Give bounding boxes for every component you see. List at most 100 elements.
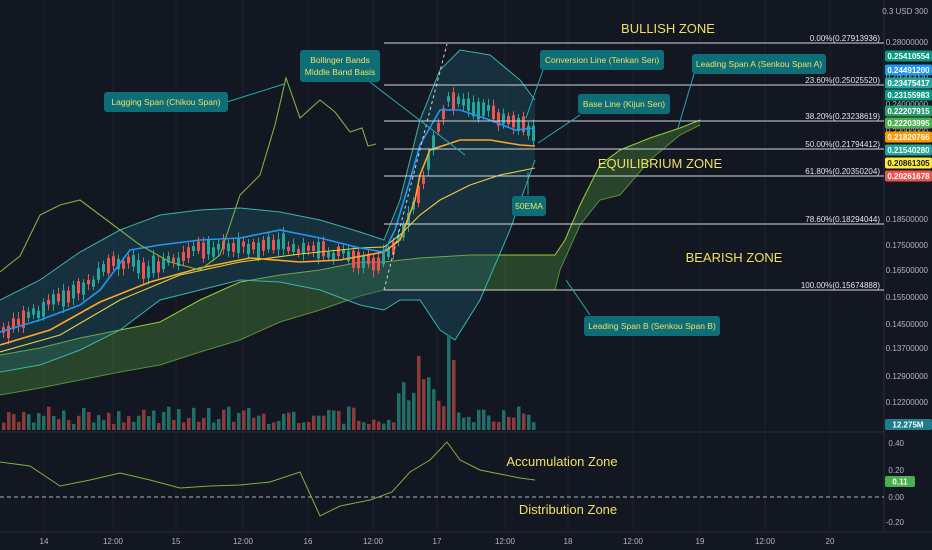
annotation-pointer: [525, 69, 544, 119]
annotation-box: [578, 94, 670, 114]
oscillator-value-tag: [885, 476, 915, 487]
annotation-leading-span-a[interactable]: Leading Span A (Senkou Span A): [677, 54, 826, 129]
annotation-box: [584, 316, 720, 336]
ichimoku-cloud: [0, 120, 700, 395]
time-axis-label: 19: [696, 537, 705, 546]
annotation-leading-a-text: Leading Span A (Senkou Span A): [696, 59, 822, 69]
price-tag-text: 0.24491200: [887, 66, 930, 75]
price-axis-label: 0.15500000: [886, 293, 929, 302]
price-axis-header: 0.3 USD 300: [882, 7, 928, 16]
price-tag-text: 0.22203995: [887, 119, 930, 128]
price-axis-label: 0.12900000: [886, 372, 929, 381]
time-axis-label: 20: [826, 537, 835, 546]
annotation-conversion-line[interactable]: Conversion Line (Tenkan Sen): [525, 50, 664, 119]
annotation-box: [540, 50, 664, 70]
conversion-line-tenkan: [0, 109, 536, 333]
bullish-zone-label: BULLISH ZONE: [621, 21, 715, 36]
annotation-pointer: [565, 279, 591, 316]
time-axis-label: 12:00: [233, 537, 254, 546]
price-axis-label: 0.26000000: [886, 72, 929, 81]
time-axis-label: 14: [40, 537, 49, 546]
price-tag-text: 0.20861305: [887, 159, 930, 168]
oscillator-axis-label: 0.20: [888, 466, 904, 475]
equilibrium-zone-label: EQUILIBRIUM ZONE: [598, 156, 723, 171]
time-axis-label: 12:00: [363, 537, 384, 546]
price-tag: [885, 89, 932, 101]
oscillator-axis-label: 0.40: [888, 439, 904, 448]
fib-level-label: 78.60%(0.18294044): [805, 215, 880, 224]
annotation-pointer: [369, 81, 466, 156]
annotation-pointer: [537, 114, 581, 144]
price-tag-text: 0.23475417: [887, 79, 930, 88]
price-axis-label: 0.12200000: [886, 398, 929, 407]
time-axis-label: 12:00: [623, 537, 644, 546]
price-axis[interactable]: 0.3 USD 300 0.28000000 0.26000000 0.240000…: [882, 7, 932, 430]
price-tag-text: 0.21820766: [887, 133, 930, 142]
price-tag-text: 0.23155983: [887, 91, 930, 100]
fib-level-label: 61.80%(0.20350204): [805, 167, 880, 176]
annotation-lagging-text: Lagging Span (Chikou Span): [111, 97, 220, 107]
annotation-conversion-text: Conversion Line (Tenkan Sen): [545, 55, 660, 65]
price-tag: [885, 170, 932, 182]
price-tag: [885, 64, 932, 76]
price-axis-label: 0.14500000: [886, 320, 929, 329]
leading-span-a-line: [0, 119, 701, 356]
fib-level-label: 23.60%(0.25025520): [805, 76, 880, 85]
price-axis-label: 0.24000000: [886, 100, 929, 109]
bollinger-upper-line: [0, 49, 536, 301]
price-tag: [885, 117, 932, 129]
bearish-zone-label: BEARISH ZONE: [686, 250, 783, 265]
fib-level-label: 38.20%(0.23238619): [805, 112, 880, 121]
price-tag: [885, 50, 932, 62]
price-tag-text: 0.21540280: [887, 146, 930, 155]
price-tag-text: 0.20261678: [887, 172, 930, 181]
time-axis-label: 18: [564, 537, 573, 546]
price-tag-text: 0.22207915: [887, 107, 930, 116]
fib-level-label: 100.00%(0.15674888): [801, 281, 881, 290]
annotation-50ema[interactable]: 50EMA: [512, 172, 546, 216]
annotation-leading-b-text: Leading Span B (Senkou Span B): [588, 321, 716, 331]
time-axis-label: 12:00: [495, 537, 516, 546]
annotation-box: [300, 50, 380, 82]
oscillator-axis-label: -0.20: [886, 518, 905, 527]
bollinger-lower-line: [0, 159, 536, 373]
time-axis[interactable]: 14 12:00 15 12:00 16 12:00 17 12:00 18 12:00 19 12:…: [40, 537, 835, 546]
price-tag: [885, 144, 932, 156]
distribution-zone-label: Distribution Zone: [519, 502, 617, 517]
oscillator-line: [0, 441, 536, 517]
time-axis-label: 16: [304, 537, 313, 546]
annotation-leading-span-b[interactable]: Leading Span B (Senkou Span B): [565, 279, 720, 336]
price-axis-label: 0.17500000: [886, 241, 929, 250]
price-axis-label: 0.16500000: [886, 266, 929, 275]
price-tag-text: 0.25410554: [887, 52, 930, 61]
oscillator-axis: 0.40 0.20 0.00 -0.20: [886, 439, 905, 527]
annotation-bollinger-line2: Middle Band Basis: [305, 67, 375, 77]
annotation-lagging-span[interactable]: Lagging Span (Chikou Span): [104, 83, 285, 112]
time-axis-label: 12:00: [103, 537, 124, 546]
time-axis-label: 12:00: [755, 537, 776, 546]
annotation-box: [692, 54, 826, 74]
price-tag: [885, 157, 932, 169]
annotation-pointer: [226, 83, 285, 103]
annotation-bollinger[interactable]: Bollinger Bands Middle Band Basis: [300, 50, 466, 156]
oscillator-axis-label: 0.00: [888, 493, 904, 502]
fib-level-label: 0.00%(0.27913936): [810, 34, 881, 43]
price-tag: [885, 105, 932, 117]
accumulation-zone-label: Accumulation Zone: [506, 454, 617, 469]
oscillator-value-text: 0.11: [892, 478, 908, 487]
ema-50-line: [0, 167, 536, 353]
annotation-base-text: Base Line (Kijun Sen): [583, 99, 665, 109]
annotation-box: [512, 196, 546, 216]
annotation-box: [104, 92, 228, 112]
fibonacci-retracement: 0.00%(0.27913936) 23.60%(0.25025520) 38.20…: [384, 34, 884, 291]
annotation-ema-text: 50EMA: [515, 201, 543, 211]
time-axis-label: 15: [172, 537, 181, 546]
price-tag: [885, 131, 932, 143]
lagging-span-chikou: [0, 76, 377, 273]
price-tag: [885, 77, 932, 89]
annotation-base-line[interactable]: Base Line (Kijun Sen): [537, 94, 670, 144]
price-axis-label: 0.18500000: [886, 215, 929, 224]
volume-tag-text: 12.275M: [892, 421, 923, 430]
volume-bars: [2, 335, 536, 430]
